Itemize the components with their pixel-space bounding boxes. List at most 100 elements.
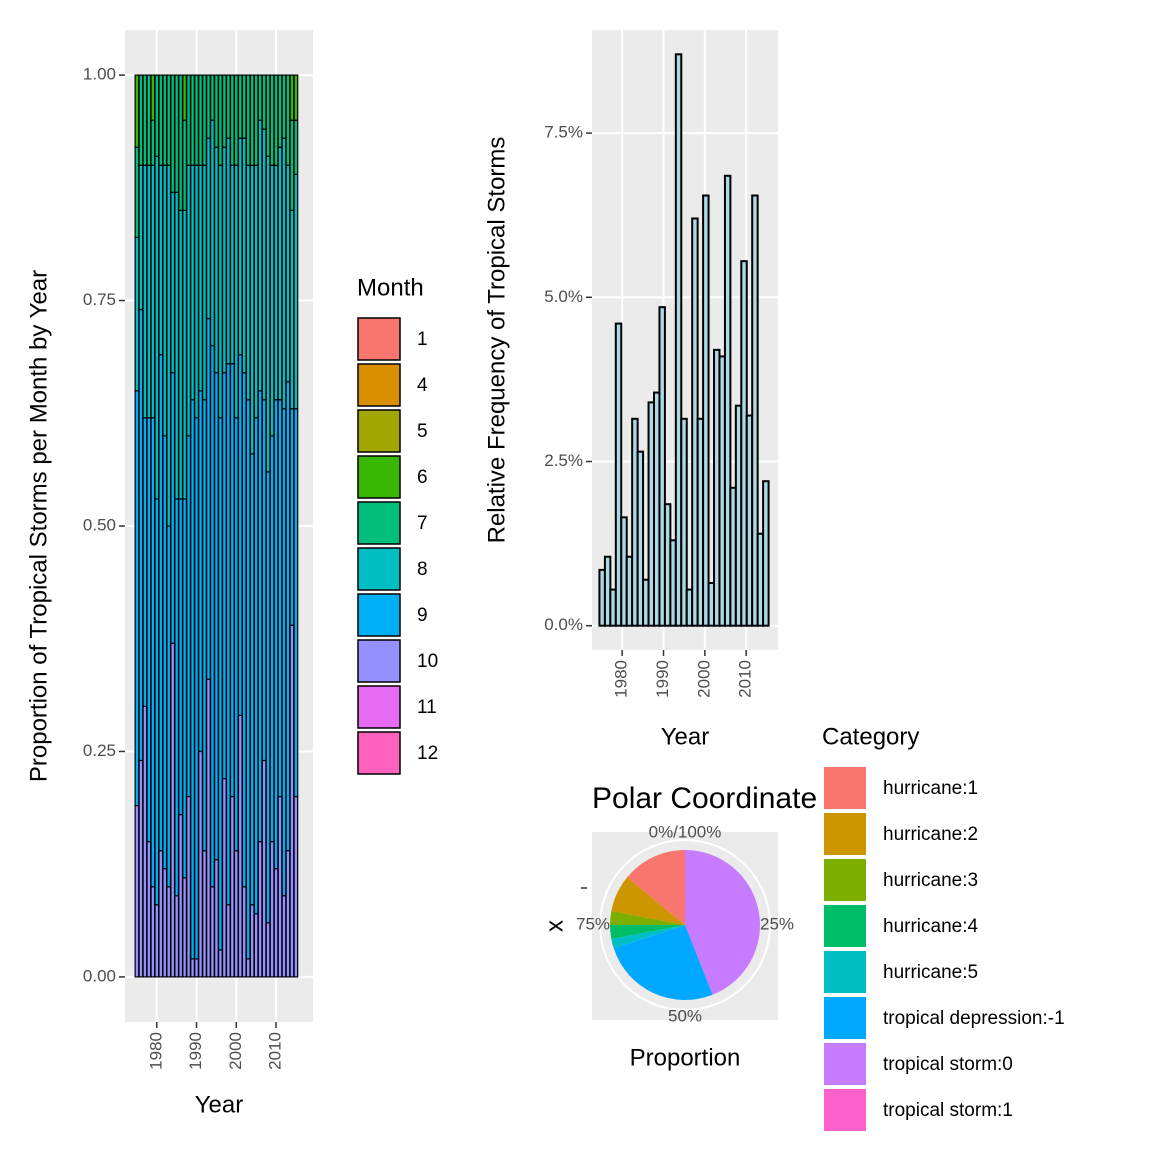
bar-segment <box>154 904 160 978</box>
pie-slice <box>613 925 713 1000</box>
bar-segment <box>245 74 251 166</box>
legend-label: hurricane:1 <box>883 778 978 799</box>
bar-segment <box>210 886 215 978</box>
bar-segment <box>241 137 247 374</box>
legend-key <box>824 997 866 1039</box>
legend-key <box>357 455 401 499</box>
bar-segment <box>134 236 140 392</box>
bar-segment <box>202 164 207 401</box>
histogram-bar <box>636 450 645 627</box>
legend-label: 9 <box>417 605 428 626</box>
bar-segment <box>218 164 223 419</box>
bar-segment <box>182 74 188 121</box>
legend-key <box>824 951 866 993</box>
bar-segment <box>241 74 247 139</box>
bar-segment <box>150 417 156 888</box>
bar-segment <box>233 74 239 166</box>
histogram-bar <box>614 322 623 627</box>
legend-label: 10 <box>417 651 438 672</box>
pie-slice <box>611 925 685 949</box>
histogram-bar <box>762 480 770 627</box>
y-axis-title: Relative Frequency of Tropical Storms <box>483 137 510 544</box>
y-tick-label: 7.5% <box>544 123 583 142</box>
pie-slice <box>611 877 685 925</box>
legend-key <box>357 639 401 683</box>
x-tick-label: 1980 <box>612 660 631 698</box>
bar-segment <box>285 164 291 383</box>
bar-segment <box>202 74 207 166</box>
y-tick-label: 0.00 <box>83 966 116 985</box>
bar-segment <box>190 958 195 978</box>
histogram-bar <box>702 194 710 627</box>
bar-segment <box>293 173 299 410</box>
bar-segment <box>285 74 291 166</box>
bar-segment <box>154 498 160 906</box>
bar-segment <box>150 164 156 419</box>
legend-key <box>824 813 866 855</box>
bar-segment <box>170 642 176 978</box>
bar-segment <box>249 74 255 166</box>
bar-segment <box>261 74 267 130</box>
bar-segment <box>134 390 140 807</box>
bar-segment <box>186 164 191 437</box>
histogram-bar <box>680 417 688 627</box>
legend-key <box>357 547 401 591</box>
bar-segment <box>257 390 263 843</box>
bar-segment <box>269 435 275 843</box>
legend-label: hurricane:4 <box>883 916 978 937</box>
angle-tick-label: 0%/100% <box>649 822 722 841</box>
bar-segment <box>225 363 231 906</box>
bar-segment <box>158 354 164 852</box>
bar-segment <box>214 74 219 148</box>
bar-segment <box>142 164 148 419</box>
legend-label: 11 <box>417 697 437 718</box>
legend-label: 12 <box>417 743 438 764</box>
bar-segment <box>277 146 283 401</box>
bar-segment <box>198 390 203 753</box>
bar-segment <box>158 74 164 166</box>
bar-segment <box>178 209 184 500</box>
bar-segment <box>245 164 251 401</box>
bar-segment <box>162 868 168 978</box>
bar-segment <box>265 74 271 157</box>
bar-segment <box>206 678 211 978</box>
pie-slice <box>610 910 685 925</box>
bar-segment <box>146 841 152 978</box>
bar-segment <box>138 74 144 166</box>
bar-segment <box>154 74 160 157</box>
bar-segment <box>253 164 259 419</box>
bar-segment <box>202 850 207 978</box>
bar-segment <box>214 372 219 861</box>
bar-segment <box>265 922 271 978</box>
legend-label: 5 <box>417 421 428 442</box>
bar-segment <box>178 813 184 978</box>
legend-key <box>357 317 401 361</box>
bar-segment <box>233 417 239 852</box>
x-tick-label: 1990 <box>186 1032 205 1070</box>
y-tick-label: 1.00 <box>83 65 116 84</box>
legend-key <box>357 409 401 453</box>
bar-segment <box>225 74 231 139</box>
legend-label: hurricane:2 <box>883 824 978 845</box>
legend-label: tropical depression:-1 <box>883 1008 1065 1029</box>
legend-key <box>824 1089 866 1131</box>
legend-label: 8 <box>417 559 428 580</box>
bar-segment <box>229 74 235 166</box>
bar-segment <box>134 804 140 978</box>
legend-label: hurricane:5 <box>883 962 978 983</box>
bar-segment <box>182 498 188 879</box>
bar-segment <box>249 904 255 978</box>
bar-segment <box>150 886 156 978</box>
bar-segment <box>186 435 191 798</box>
bar-segment <box>221 777 227 978</box>
histogram-bar <box>723 174 732 627</box>
bar-segment <box>138 164 144 311</box>
bar-segment <box>281 408 287 897</box>
y-tick-label: 0.0% <box>544 615 583 634</box>
x-tick-label: 2010 <box>736 660 755 698</box>
bar-segment <box>146 164 152 419</box>
bar-segment <box>210 74 215 121</box>
bar-segment <box>198 750 203 978</box>
bar-segment <box>257 74 263 121</box>
